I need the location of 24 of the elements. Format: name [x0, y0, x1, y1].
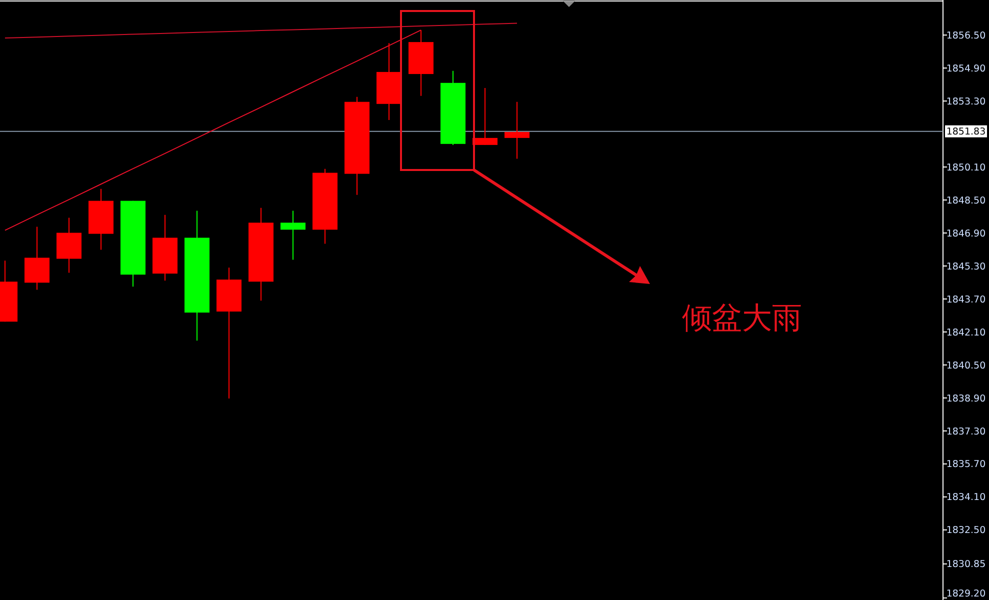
candlestick [504, 101, 530, 160]
y-tick-label: 1840.50 [946, 360, 986, 372]
y-tick-label: 1832.50 [946, 525, 986, 536]
y-tick-label: 1850.10 [946, 162, 986, 174]
y-tick-label: 1856.50 [946, 30, 986, 42]
y-tick-label: 1830.85 [946, 559, 986, 570]
line-series [4, 22, 518, 38]
y-tick-label: 1843.70 [946, 294, 986, 306]
y-tick-label: 1829.20 [946, 588, 986, 600]
text: 倾盆大雨 [682, 301, 802, 336]
candlestick [472, 88, 498, 146]
y-tick-label: 1835.70 [946, 459, 986, 470]
y-tick-label: 1842.10 [946, 327, 986, 338]
line-series [4, 30, 422, 231]
candlestick [280, 210, 306, 260]
y-tick-label: 1846.90 [946, 228, 986, 240]
y-tick-label: 1845.30 [946, 261, 986, 272]
y-tick-label: 1838.90 [946, 393, 986, 404]
y-tick-label: 1854.90 [946, 63, 986, 74]
y-tick-label: 1848.50 [946, 195, 986, 206]
ref-line-label: 1851.83 [946, 126, 986, 138]
y-tick-label: 1853.30 [946, 96, 986, 108]
y-tick-label: 1837.30 [946, 426, 986, 438]
y-tick-label: 1834.10 [946, 492, 986, 504]
